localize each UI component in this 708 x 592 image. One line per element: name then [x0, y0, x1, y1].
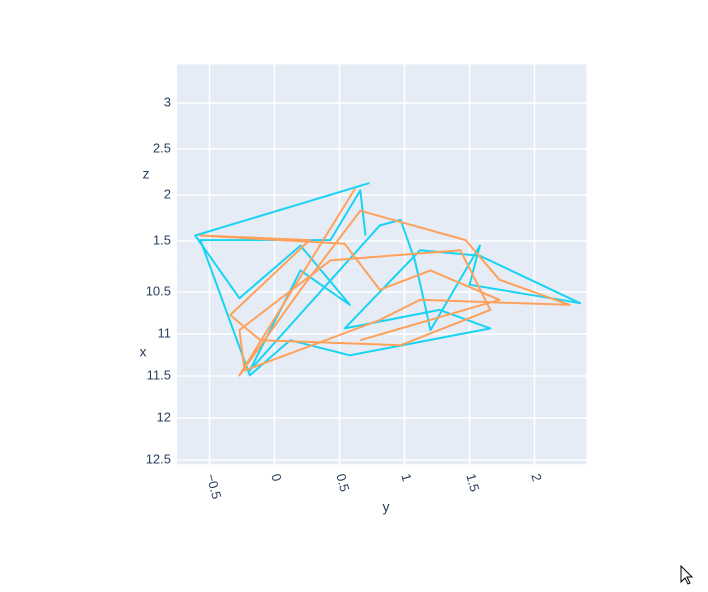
series-line	[199, 188, 571, 377]
cursor	[680, 564, 694, 585]
x-axis-title: x	[140, 344, 147, 360]
z-tick-label: 2.5	[153, 140, 171, 155]
y-tick-label: 1	[398, 472, 414, 483]
y-tick-label: 0.5	[333, 472, 352, 493]
x-tick-label: 10.5	[146, 283, 171, 298]
x-tick-label: 12.5	[146, 451, 171, 466]
back-wall	[177, 64, 587, 267]
z-tick-label: 3	[164, 94, 171, 109]
z-axis-title: z	[143, 166, 150, 182]
y-tick-label: 1.5	[463, 472, 482, 493]
y-tick-label: 2	[528, 472, 544, 483]
z-tick-label: 1.5	[153, 232, 171, 247]
x-tick-label: 12	[157, 409, 171, 424]
y-tick-label: 0	[268, 472, 284, 483]
x-tick-label: 11	[158, 325, 172, 340]
y-axis-title: y	[383, 499, 390, 515]
x-tick-label: 11.5	[147, 367, 171, 382]
y-tick-label: −0.5	[203, 472, 224, 501]
floor-plane	[177, 266, 587, 465]
z-tick-label: 2	[164, 186, 171, 201]
